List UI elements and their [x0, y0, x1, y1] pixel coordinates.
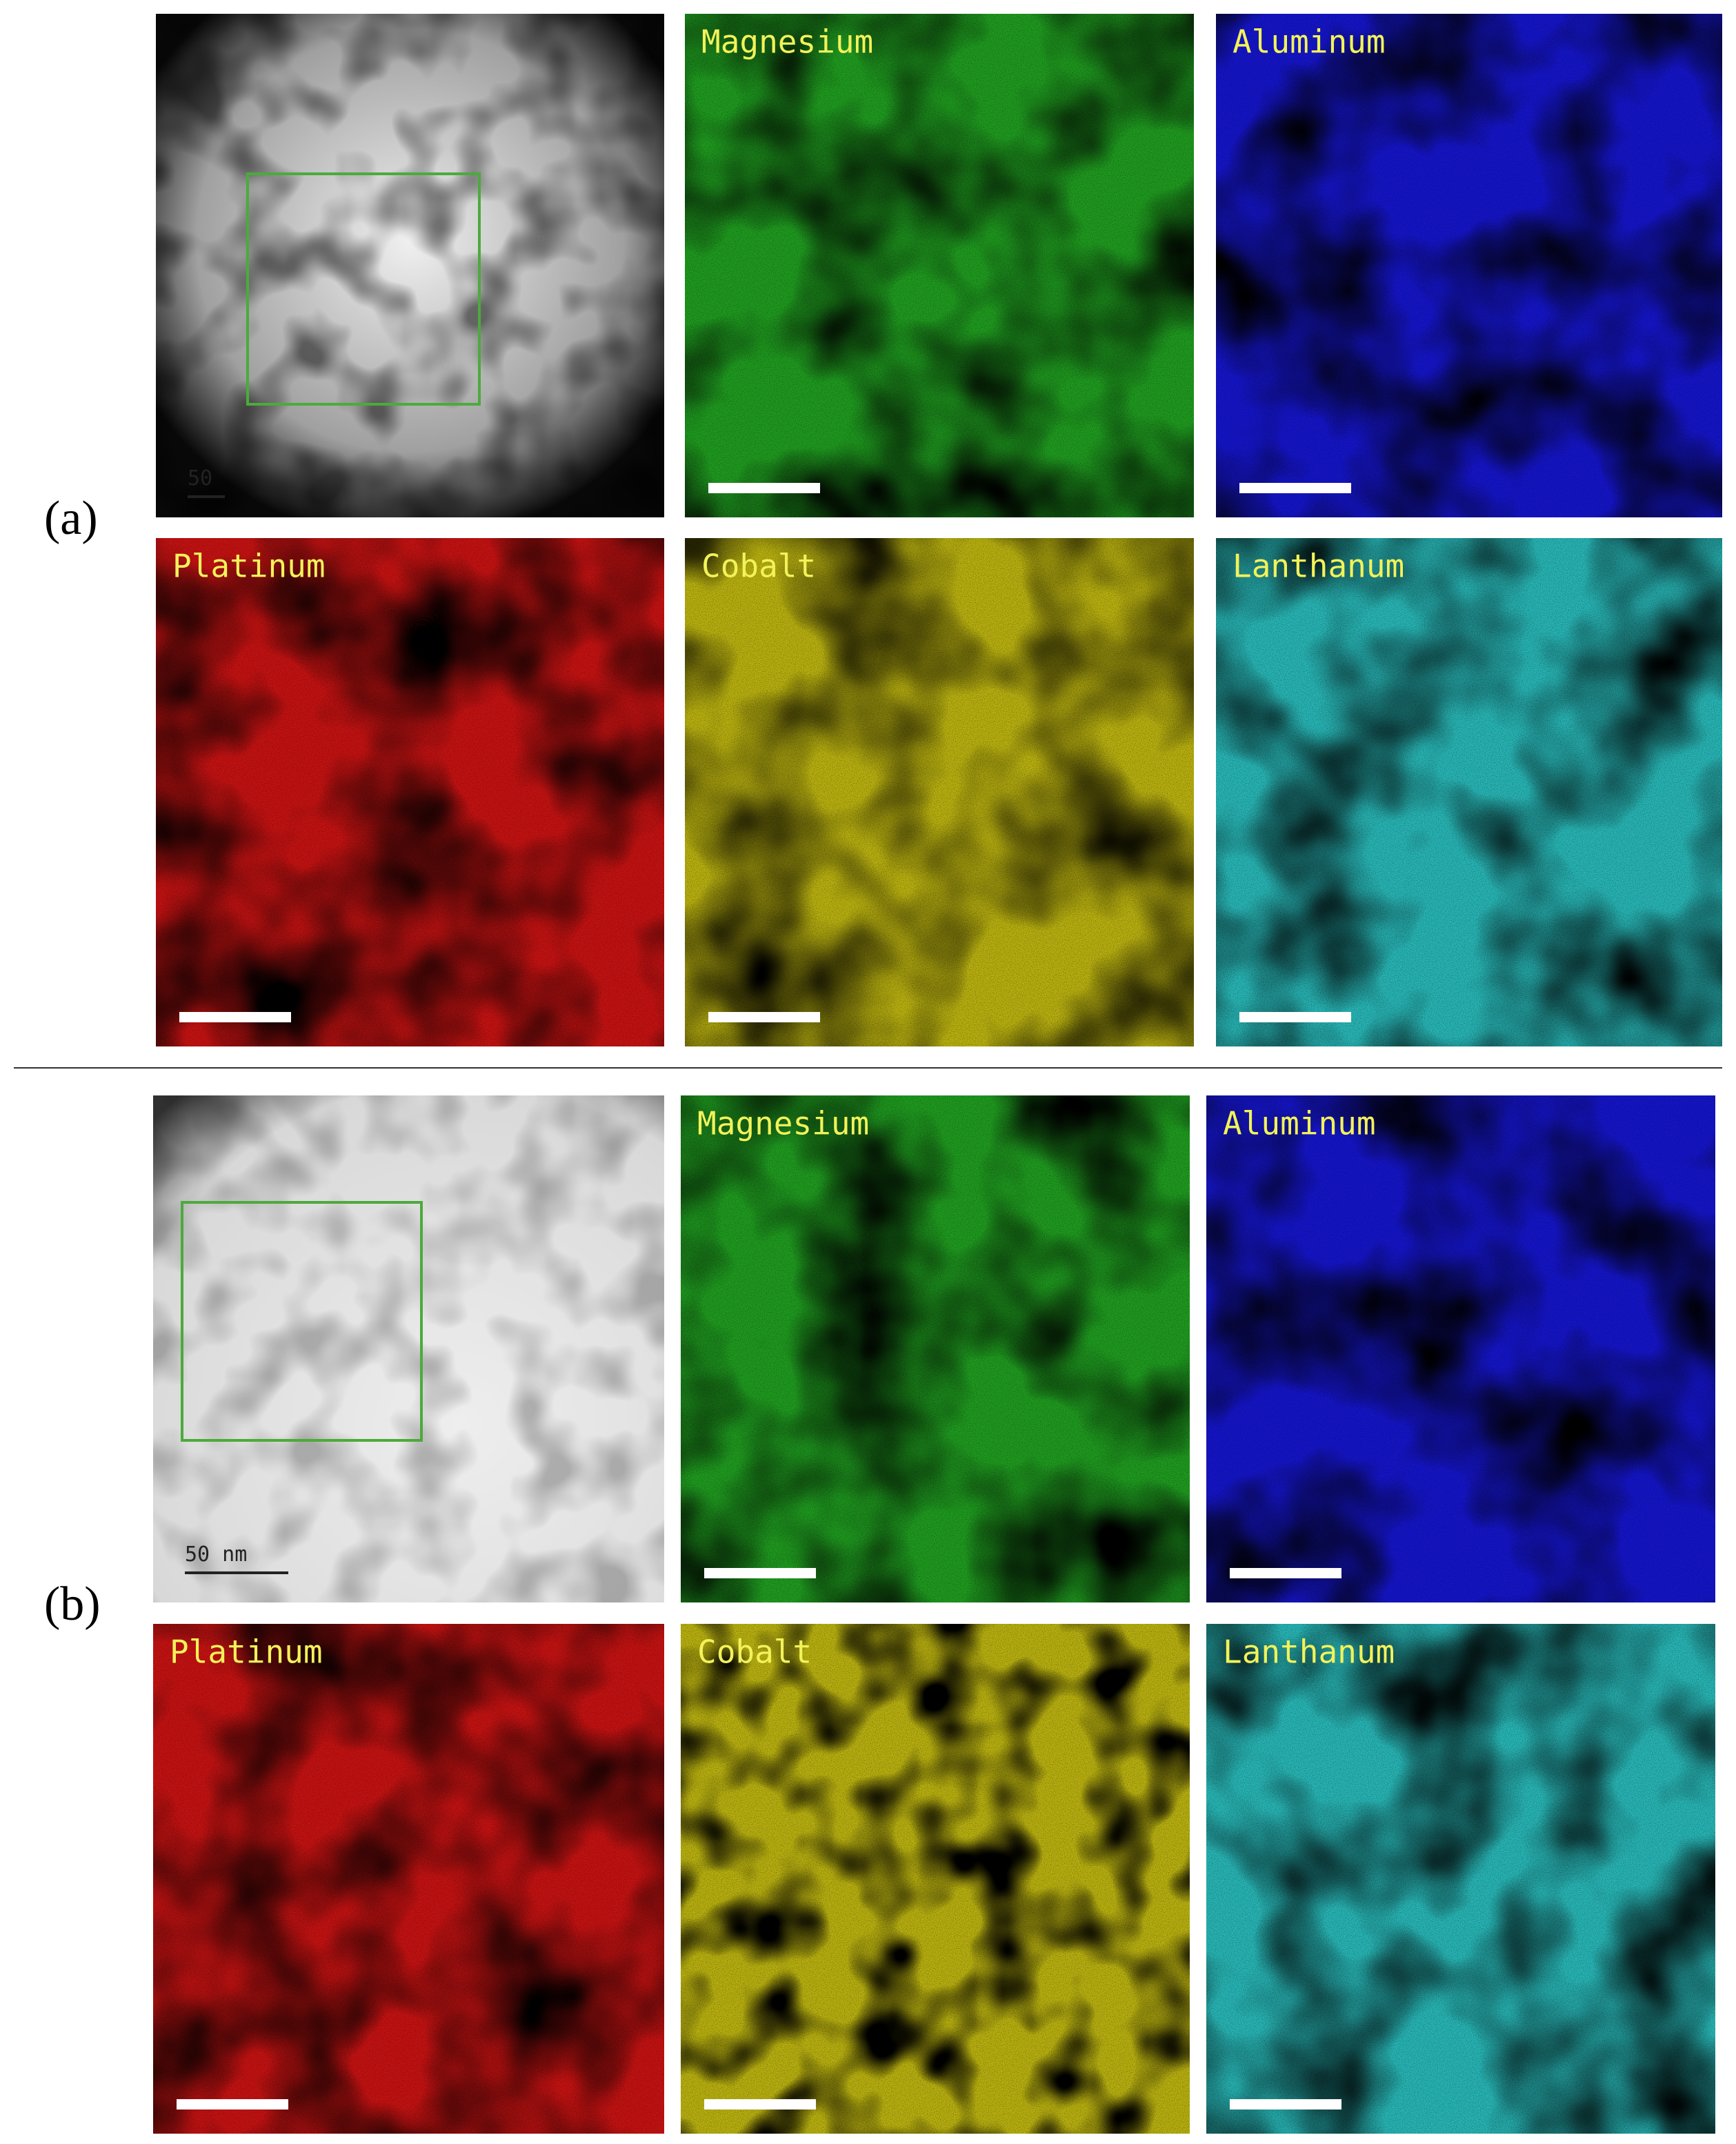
image-tile: Lanthanum [1206, 1624, 1715, 2134]
scale-bar [179, 1012, 291, 1022]
scale-bar [708, 483, 820, 493]
scale-bar [708, 1012, 820, 1022]
panel-label: (a) [44, 492, 98, 545]
element-label: Cobalt [697, 1633, 812, 1670]
element-label: Magnesium [701, 23, 873, 60]
scale-bar [704, 1568, 816, 1578]
element-label: Platinum [170, 1633, 323, 1670]
image-tile: Platinum [153, 1624, 664, 2134]
scale-bar [1230, 2099, 1341, 2110]
scale-bar [1230, 1568, 1341, 1578]
grain [153, 1624, 664, 2134]
element-label: Platinum [172, 547, 326, 584]
roi-box [246, 172, 481, 406]
grain [156, 538, 664, 1046]
image-tile: Aluminum [1216, 14, 1722, 517]
grain [681, 1624, 1190, 2134]
texture [153, 1095, 664, 1602]
grain [1216, 538, 1722, 1046]
image-tile: Magnesium [685, 14, 1194, 517]
grain [1216, 14, 1722, 517]
grain [685, 538, 1194, 1046]
image-tile: 50 [156, 14, 664, 517]
image-tile: Magnesium [681, 1095, 1190, 1602]
image-tile: Lanthanum [1216, 538, 1722, 1046]
texture [156, 14, 664, 517]
element-label: Lanthanum [1223, 1633, 1395, 1670]
image-tile: Cobalt [681, 1624, 1190, 2134]
element-label: Lanthanum [1233, 547, 1404, 584]
element-label: Aluminum [1233, 23, 1386, 60]
panel-label: (b) [44, 1578, 101, 1631]
scale-bar [704, 2099, 816, 2110]
image-tile: 50 nm [153, 1095, 664, 1602]
element-label: Magnesium [697, 1104, 869, 1142]
scale-label: 50 nm [185, 1542, 247, 1567]
image-tile: Platinum [156, 538, 664, 1046]
scale-label: 50 [188, 466, 212, 490]
grain [685, 14, 1194, 517]
image-tile: Cobalt [685, 538, 1194, 1046]
scale-bar [177, 2099, 288, 2110]
roi-box [181, 1201, 423, 1442]
image-tile: Aluminum [1206, 1095, 1715, 1602]
scale-bar [1239, 483, 1351, 493]
grain [1206, 1095, 1715, 1602]
element-label: Cobalt [701, 547, 816, 584]
grain [1206, 1624, 1715, 2134]
grain [681, 1095, 1190, 1602]
scale-bar [1239, 1012, 1351, 1022]
element-label: Aluminum [1223, 1104, 1376, 1142]
